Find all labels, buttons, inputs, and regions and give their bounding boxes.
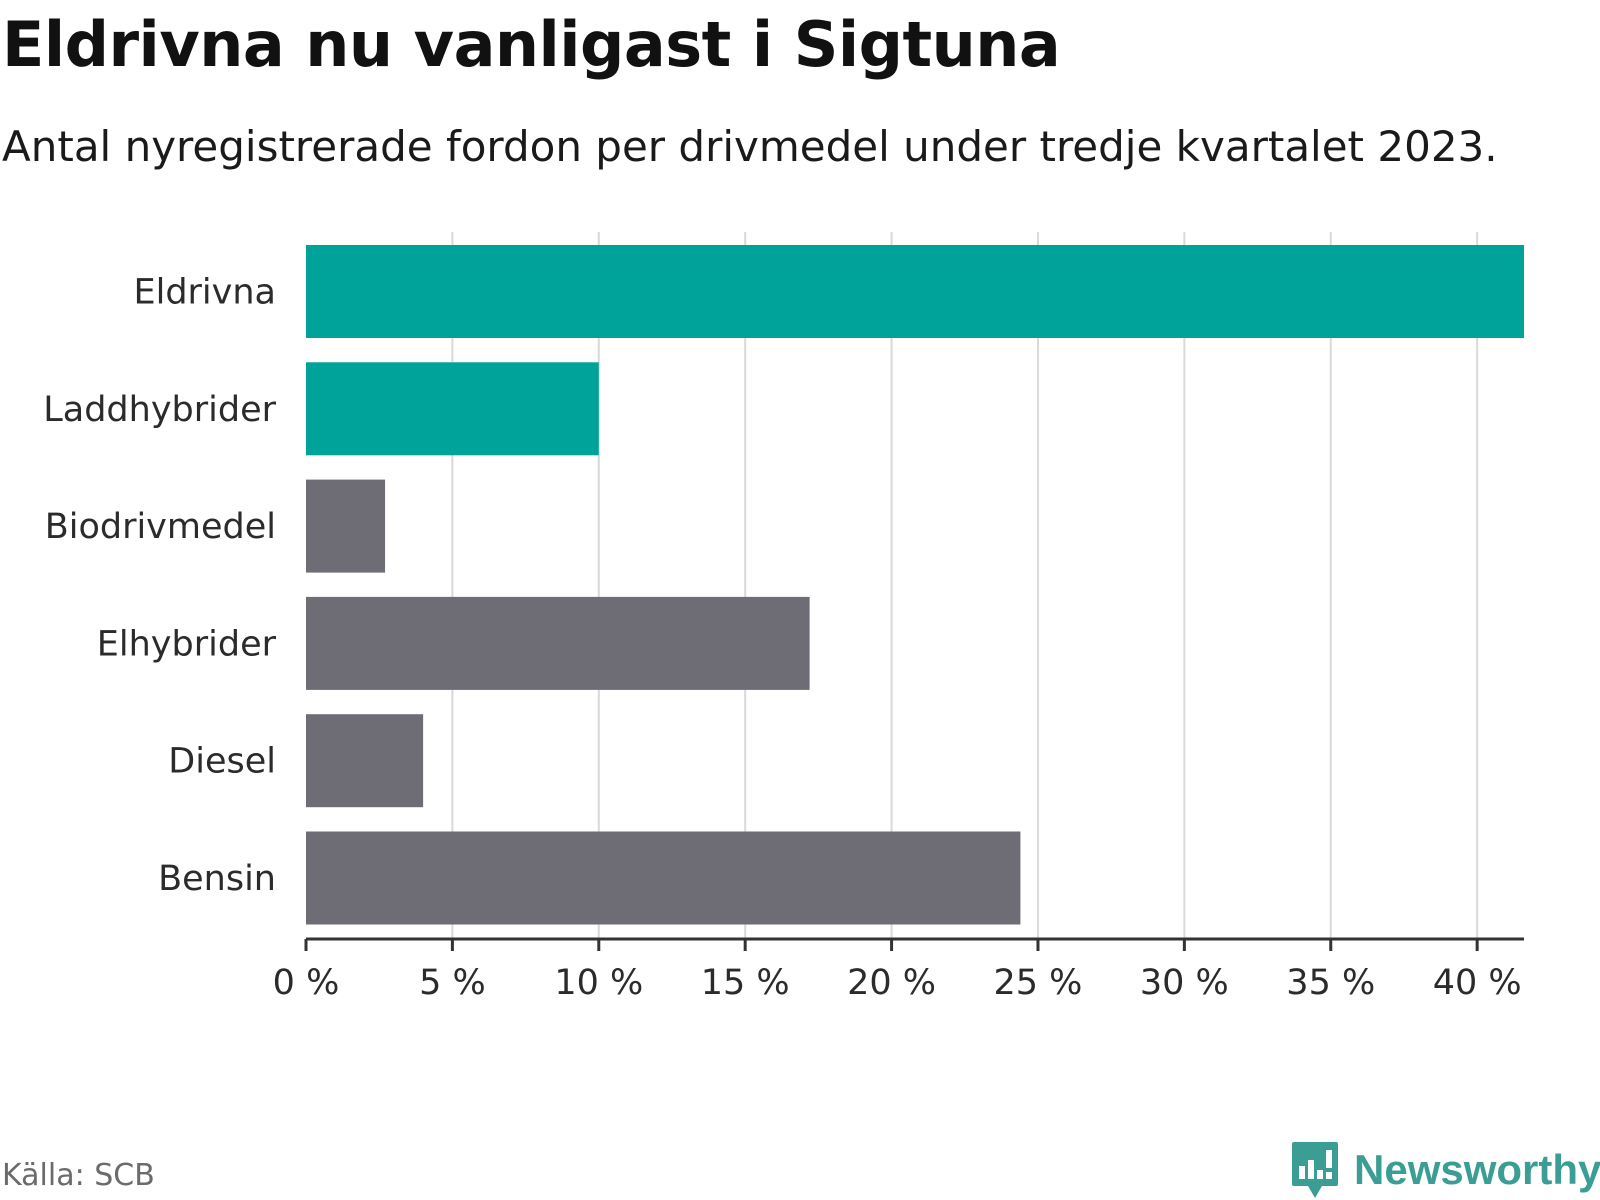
category-label-eldrivna: Eldrivna	[133, 273, 276, 313]
brand-logo: Newsworthy	[1290, 1140, 1600, 1200]
x-tick-label-25: 25 %	[994, 963, 1083, 1003]
category-label-elhybrider: Elhybrider	[97, 624, 277, 664]
newsworthy-logo-icon	[1292, 1142, 1338, 1198]
x-tick-label-30: 30 %	[1140, 963, 1229, 1003]
x-tick-label-0: 0 %	[273, 963, 340, 1003]
category-label-diesel: Diesel	[168, 742, 276, 782]
x-tick-label-10: 10 %	[554, 963, 643, 1003]
bar-eldrivna	[306, 245, 1524, 338]
x-tick-label-40: 40 %	[1433, 963, 1522, 1003]
gridlines	[451, 232, 1479, 939]
x-axis: 0 % 5 % 10 % 15 % 20 % 25 % 30 % 35 % 40 %	[273, 937, 1524, 1003]
x-tick-label-35: 35 %	[1286, 963, 1375, 1003]
bar-laddhybrider	[306, 362, 599, 456]
x-tick-label-15: 15 %	[701, 963, 790, 1003]
bars	[306, 245, 1524, 925]
brand-name: Newsworthy	[1354, 1146, 1600, 1193]
x-tick-label-20: 20 %	[847, 963, 936, 1003]
bar-elhybrider	[306, 596, 810, 690]
chart-subtitle: Antal nyregistrerade fordon per drivmede…	[2, 122, 1498, 171]
category-labels: Eldrivna Laddhybrider Biodrivmedel Elhybrid…	[43, 273, 276, 900]
source-note: Källa: SCB	[2, 1158, 155, 1193]
category-label-bensin: Bensin	[158, 859, 276, 899]
category-label-laddhybrider: Laddhybrider	[43, 390, 276, 430]
category-label-biodrivmedel: Biodrivmedel	[45, 507, 276, 547]
bar-diesel	[306, 714, 424, 808]
bar-biodrivmedel	[306, 479, 386, 573]
x-tick-label-5: 5 %	[419, 963, 486, 1003]
chart-title: Eldrivna nu vanligast i Sigtuna	[2, 8, 1061, 81]
bar-bensin	[306, 831, 1021, 925]
